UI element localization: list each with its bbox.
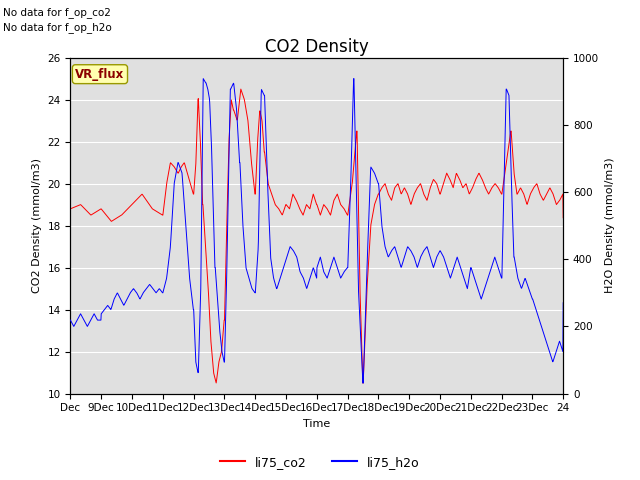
- Y-axis label: H2O Density (mmol/m3): H2O Density (mmol/m3): [605, 158, 614, 293]
- X-axis label: Time: Time: [303, 419, 330, 429]
- Text: VR_flux: VR_flux: [76, 68, 125, 81]
- Legend: li75_co2, li75_h2o: li75_co2, li75_h2o: [215, 451, 425, 474]
- Text: No data for f_op_h2o: No data for f_op_h2o: [3, 22, 112, 33]
- Y-axis label: CO2 Density (mmol/m3): CO2 Density (mmol/m3): [32, 158, 42, 293]
- Title: CO2 Density: CO2 Density: [265, 38, 369, 56]
- Text: No data for f_op_co2: No data for f_op_co2: [3, 7, 111, 18]
